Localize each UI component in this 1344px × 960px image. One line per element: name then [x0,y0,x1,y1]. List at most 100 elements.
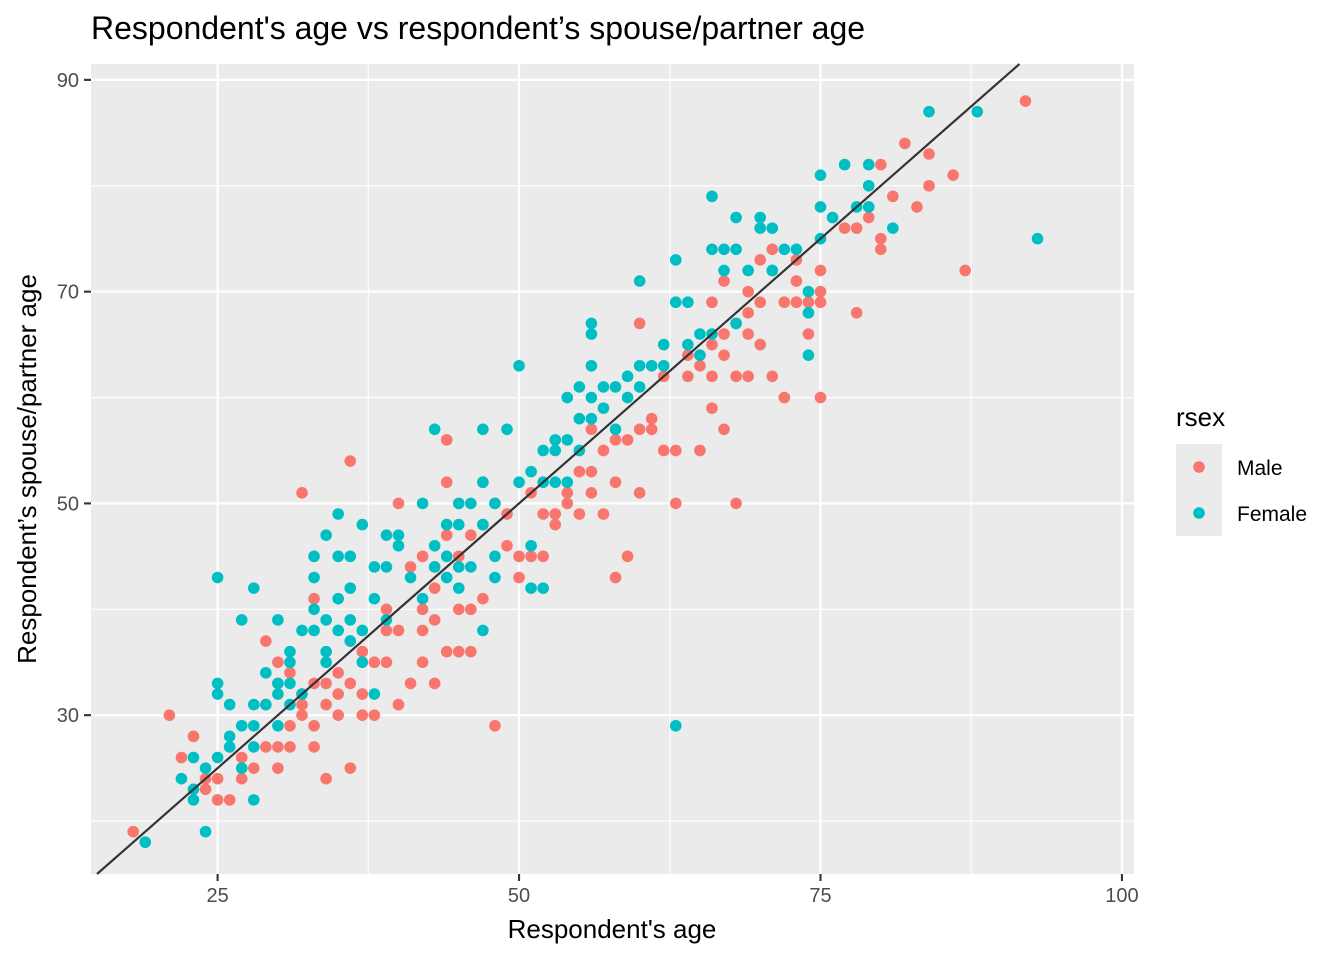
point-male [163,709,176,721]
point-male [790,296,803,309]
point-female [477,476,489,489]
point-female [609,423,622,436]
point-male [718,328,730,340]
point-female [814,169,827,181]
point-female [621,370,634,383]
point-male [428,677,441,690]
point-male [296,698,308,711]
point-male [633,423,646,436]
point-male [392,624,405,637]
point-female [199,825,212,838]
point-female [513,359,525,372]
point-male [477,592,489,605]
point-male [368,656,381,669]
point-male [573,465,586,478]
point-female [187,751,200,764]
legend-entry-male: Male [1176,444,1283,490]
chart-title: Respondent's age vs respondent’s spouse/… [91,10,865,46]
point-male [284,667,296,679]
point-male [127,825,140,838]
point-male [175,751,188,764]
point-male [187,730,200,743]
point-male [404,561,417,573]
point-female [247,719,260,732]
point-female [332,592,344,605]
point-female [465,561,477,573]
point-male [320,677,332,690]
point-female [452,497,465,510]
legend: rsex Male Female [1176,402,1307,536]
point-female [465,497,477,510]
point-male [272,656,284,669]
point-male [874,158,887,171]
point-male [452,603,465,616]
point-female [561,476,574,489]
point-female [308,624,320,637]
minor-gridlines [91,64,1134,874]
point-female [440,518,453,531]
x-tick-label: 100 [1105,885,1138,907]
y-tick-label: 30 [57,705,79,727]
x-tick-label: 75 [809,885,831,907]
point-female [525,539,537,552]
point-male [887,190,899,203]
point-female [332,550,344,563]
point-female [802,285,815,298]
point-male [899,137,911,150]
point-female [380,561,393,573]
point-female [380,529,393,541]
point-male [718,349,730,361]
point-male [380,656,393,669]
point-female [682,296,694,309]
point-female [585,412,598,425]
point-female [573,381,586,393]
point-female [585,328,598,340]
point-male [947,169,959,181]
point-male [440,529,453,541]
point-female [284,645,296,658]
point-male [549,518,562,531]
point-female [887,222,899,234]
point-female [392,529,405,541]
point-female [971,105,984,118]
point-male [465,603,477,616]
point-male [537,508,549,520]
point-female [525,582,537,594]
point-female [320,656,332,669]
point-male [380,603,393,616]
point-female [923,105,935,118]
point-female [223,741,236,753]
point-female [730,317,742,330]
point-female [489,571,501,584]
point-male [211,794,224,806]
point-female [416,497,429,510]
x-axis-title: Respondent's age [508,914,717,944]
point-male [561,497,574,510]
point-female [284,677,296,690]
point-female [537,582,549,594]
point-male [706,402,718,414]
point-male [645,423,658,436]
point-male [308,719,320,732]
point-female [308,603,320,616]
point-male [682,370,694,383]
point-female [235,762,248,774]
point-male [742,370,754,383]
point-female [694,349,706,361]
point-female [838,158,851,171]
point-female [199,762,212,774]
point-male [609,571,622,584]
point-female [452,518,465,531]
point-male [465,645,477,658]
point-male [706,370,718,383]
point-female [320,645,332,658]
point-female [440,571,453,584]
point-male [440,645,453,658]
point-male [332,709,344,721]
point-female [344,550,357,563]
point-female [332,624,344,637]
point-male [718,275,730,287]
point-female [187,794,200,806]
point-female [862,201,875,213]
legend-key-marker [1193,461,1205,473]
